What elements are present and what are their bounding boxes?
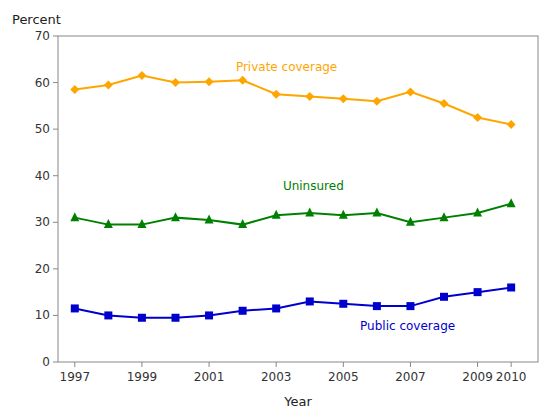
- y-tick: [53, 129, 58, 130]
- series-line: [75, 204, 511, 225]
- x-tick: [276, 362, 277, 367]
- point: [171, 314, 179, 322]
- series-line: [75, 76, 511, 125]
- y-tick: [53, 175, 58, 176]
- y-tick: [53, 315, 58, 316]
- y-tick-label: 50: [35, 122, 50, 136]
- point: [339, 210, 348, 219]
- point: [507, 198, 516, 207]
- x-tick-label: 2005: [328, 370, 359, 384]
- point: [70, 212, 79, 221]
- point: [373, 302, 381, 310]
- point: [305, 92, 314, 101]
- point: [71, 304, 79, 312]
- point: [205, 77, 214, 86]
- point: [440, 293, 448, 301]
- point: [473, 207, 482, 216]
- chart: 0 10 20 30 40 50 60 70 1997 1999 2001 2003 2005 2007 2…: [0, 0, 560, 420]
- point: [171, 78, 180, 87]
- x-tick-label: 2003: [261, 370, 292, 384]
- x-tick-label: 2001: [194, 370, 225, 384]
- line-label: Uninsured: [283, 179, 344, 193]
- point: [507, 120, 516, 129]
- point: [205, 311, 213, 319]
- y-tick-label: 70: [35, 29, 50, 43]
- point: [507, 283, 515, 291]
- point: [372, 97, 381, 106]
- point: [440, 99, 449, 108]
- point: [305, 207, 314, 216]
- y-tick-label: 20: [35, 262, 50, 276]
- point: [171, 212, 180, 221]
- y-tick-label: 0: [42, 355, 50, 369]
- point: [406, 302, 414, 310]
- y-tick-label: 40: [35, 169, 50, 183]
- x-tick: [477, 362, 478, 367]
- x-tick: [410, 362, 411, 367]
- x-tick-label: 1997: [60, 370, 91, 384]
- x-tick: [209, 362, 210, 367]
- y-tick-label: 10: [35, 308, 50, 322]
- y-tick: [53, 82, 58, 83]
- point: [138, 314, 146, 322]
- point: [306, 297, 314, 305]
- series-line: [75, 287, 511, 317]
- y-axis-label: Percent: [12, 12, 61, 27]
- point: [239, 307, 247, 315]
- y-tick: [53, 362, 58, 363]
- x-tick-label: 2007: [395, 370, 426, 384]
- point: [238, 219, 247, 228]
- line-label: Public coverage: [360, 319, 455, 333]
- point: [137, 71, 146, 80]
- point: [339, 94, 348, 103]
- y-tick-label: 60: [35, 76, 50, 90]
- point: [406, 217, 415, 226]
- line-label: Private coverage: [236, 60, 337, 74]
- x-tick-label: 2010: [496, 370, 527, 384]
- point: [104, 80, 113, 89]
- point: [104, 219, 113, 228]
- point: [70, 85, 79, 94]
- point: [473, 113, 482, 122]
- y-tick-label: 30: [35, 215, 50, 229]
- x-tick-label: 1999: [127, 370, 158, 384]
- point: [238, 76, 247, 85]
- y-tick: [53, 268, 58, 269]
- point: [272, 90, 281, 99]
- plot-frame: [58, 36, 538, 362]
- point: [272, 210, 281, 219]
- point: [474, 288, 482, 296]
- x-axis-label: Year: [283, 394, 312, 409]
- point: [372, 207, 381, 216]
- point: [339, 300, 347, 308]
- y-tick: [53, 36, 58, 37]
- x-tick-label: 2009: [462, 370, 493, 384]
- x-tick: [74, 362, 75, 367]
- point: [406, 87, 415, 96]
- point: [104, 311, 112, 319]
- x-tick: [141, 362, 142, 367]
- y-tick: [53, 222, 58, 223]
- point: [205, 214, 214, 223]
- plot-area: [70, 71, 515, 322]
- point: [440, 212, 449, 221]
- x-tick: [511, 362, 512, 367]
- point: [137, 219, 146, 228]
- x-tick: [343, 362, 344, 367]
- point: [272, 304, 280, 312]
